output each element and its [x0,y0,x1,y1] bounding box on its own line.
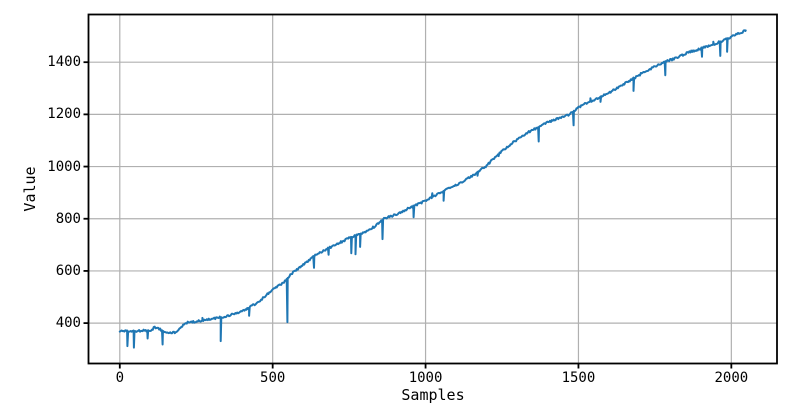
x-tick-label: 0 [115,370,124,386]
y-tick-label: 400 [55,315,81,332]
y-tick-label: 800 [55,210,81,227]
x-tick-label: 500 [260,370,286,386]
y-axis-label: Value [21,166,39,212]
y-tick-label: 1000 [47,158,81,175]
y-tick-label: 600 [55,262,81,279]
y-tick-label: 1200 [47,106,81,123]
x-tick-label: 1500 [561,370,596,386]
plot-border [87,13,778,365]
data-line-value-trace [118,29,747,349]
x-tick-label: 1000 [408,370,443,386]
y-tick-label: 1400 [47,54,81,71]
x-axis-label: Samples [401,386,465,404]
x-tick-label: 2000 [714,370,749,386]
